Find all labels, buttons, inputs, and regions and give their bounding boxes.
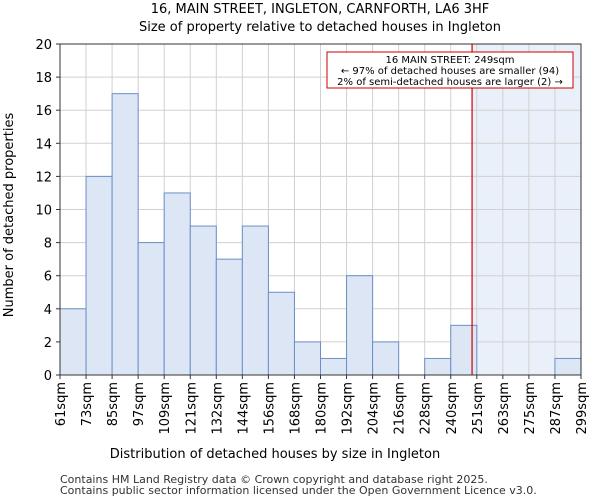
bar-287sqm [554, 357, 582, 376]
bar-204sqm [372, 341, 400, 376]
footer-line-2: Contains public sector information licen… [60, 484, 537, 497]
y-tick-label: 10 [35, 204, 52, 219]
x-tick-label: 216sqm [393, 382, 408, 435]
y-tick-label: 14 [35, 137, 52, 152]
y-tick-label: 16 [35, 104, 52, 119]
y-tick-label: 8 [44, 237, 52, 252]
x-tick-label: 263sqm [497, 382, 512, 435]
y-tick-label: 20 [35, 38, 52, 53]
x-tick-label: 299sqm [575, 382, 590, 435]
bar-192sqm [346, 275, 374, 376]
x-tick-label: 204sqm [367, 382, 382, 435]
bar-132sqm [215, 258, 243, 376]
x-tick-label: 97sqm [132, 382, 147, 426]
x-tick-label: 287sqm [549, 382, 564, 435]
plot-area [59, 43, 582, 376]
chart-title: 16, MAIN STREET, INGLETON, CARNFORTH, LA… [151, 2, 490, 17]
annotation-line-1: 16 MAIN STREET: 249sqm [386, 55, 515, 66]
annotation-line-3: 2% of semi-detached houses are larger (2… [337, 77, 563, 88]
x-tick-label: 275sqm [523, 382, 538, 435]
bars [59, 93, 582, 376]
x-tick-label: 121sqm [184, 382, 199, 435]
y-tick-label: 18 [35, 71, 52, 86]
footer-line-1: Contains HM Land Registry data © Crown c… [60, 473, 488, 486]
bar-61sqm [59, 308, 87, 376]
x-tick-label: 192sqm [341, 382, 356, 435]
x-axis: 61sqm 73sqm 85sqm 97sqm 109sqm 121sqm 132sqm 14… [54, 375, 590, 435]
chart-subtitle: Size of property relative to detached ho… [139, 20, 501, 35]
y-axis-label: Number of detached properties [2, 113, 17, 318]
bar-109sqm [163, 192, 191, 376]
x-tick-label: 132sqm [210, 382, 225, 435]
bar-156sqm [267, 291, 295, 376]
x-tick-label: 144sqm [236, 382, 251, 435]
x-tick-label: 61sqm [54, 382, 69, 426]
y-tick-label: 4 [44, 303, 52, 318]
x-tick-label: 240sqm [445, 382, 460, 435]
y-tick-label: 2 [44, 336, 52, 351]
x-tick-label: 180sqm [315, 382, 330, 435]
annotation-box [326, 51, 574, 89]
x-tick-label: 109sqm [158, 382, 173, 435]
bar-228sqm [424, 357, 452, 376]
y-axis: 0 2 4 6 8 10 12 14 16 18 20 [35, 38, 60, 384]
x-axis-label: Distribution of detached houses by size … [110, 447, 440, 462]
y-tick-label: 0 [44, 369, 52, 384]
y-tick-label: 12 [35, 170, 52, 185]
bar-144sqm [241, 225, 269, 376]
bar-168sqm [293, 341, 322, 376]
bar-180sqm [320, 357, 348, 376]
annotation-line-2: ← 97% of detached houses are smaller (94… [341, 66, 559, 77]
bar-73sqm [85, 175, 113, 376]
bar-240sqm [450, 324, 478, 376]
x-tick-label: 85sqm [106, 382, 121, 426]
x-tick-label: 156sqm [262, 382, 277, 435]
x-tick-label: 251sqm [471, 382, 486, 435]
y-tick-label: 6 [44, 270, 52, 285]
bar-97sqm [137, 242, 165, 376]
bar-85sqm [111, 93, 139, 376]
bar-121sqm [189, 225, 217, 376]
x-tick-label: 73sqm [80, 382, 95, 426]
x-tick-label: 168sqm [288, 382, 303, 435]
x-tick-label: 228sqm [419, 382, 434, 435]
